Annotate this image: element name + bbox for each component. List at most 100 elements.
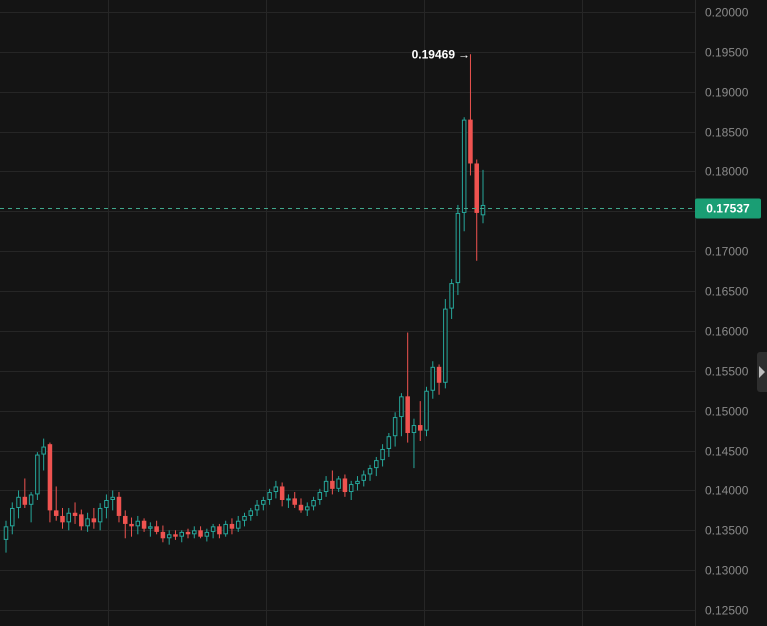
- current-price-label: 0.17537: [706, 202, 750, 216]
- candle: [355, 476, 360, 491]
- candle: [286, 494, 291, 508]
- candle-body-up: [449, 283, 454, 309]
- candle: [336, 476, 341, 493]
- candle: [254, 500, 260, 516]
- candle: [229, 518, 235, 535]
- candle-body-up: [443, 308, 448, 383]
- candle: [110, 490, 115, 511]
- y-tick-label: 0.20000: [705, 6, 749, 20]
- candle: [248, 507, 254, 521]
- candle: [292, 492, 297, 508]
- y-tick-label: 0.13000: [705, 564, 749, 578]
- candle-body-up: [273, 486, 279, 493]
- candle: [173, 530, 178, 540]
- candle-body-up: [480, 204, 486, 216]
- candle: [192, 526, 197, 539]
- candle-body-up: [355, 480, 360, 485]
- candle: [474, 159, 479, 261]
- y-tick-label: 0.14500: [705, 445, 749, 459]
- y-tick-label: 0.16500: [705, 285, 749, 299]
- candle: [204, 528, 210, 542]
- peak-annotation: 0.19469 →: [412, 47, 470, 61]
- candle-body-down: [53, 510, 59, 516]
- price-scale-expand-handle[interactable]: [757, 352, 767, 392]
- candle-body-up: [148, 526, 153, 529]
- candle-body-up: [10, 507, 15, 527]
- candle-body-up: [336, 478, 341, 489]
- candle-body-up: [179, 531, 184, 537]
- candle-body-down: [405, 396, 410, 434]
- candle-body-up: [374, 460, 379, 469]
- candle-body-down: [474, 163, 479, 213]
- candle-body-up: [305, 506, 310, 511]
- candle-body-up: [41, 446, 46, 455]
- candle-body-down: [116, 496, 122, 516]
- candle-body-up: [248, 510, 254, 516]
- candle-body-up: [66, 512, 72, 523]
- y-tick-label: 0.19500: [705, 46, 749, 60]
- candle-body-up: [399, 396, 404, 418]
- candle-body-down: [79, 514, 84, 527]
- candle-body-down: [47, 444, 53, 511]
- candle: [154, 520, 159, 535]
- candle: [261, 496, 266, 511]
- candle-body-up: [110, 496, 115, 501]
- candle: [380, 444, 385, 467]
- y-tick-label: 0.16000: [705, 325, 749, 339]
- candle-body-down: [129, 523, 134, 527]
- candle-body-down: [22, 496, 28, 505]
- candle-body-up: [267, 492, 272, 501]
- candle: [305, 502, 310, 516]
- candle: [267, 488, 272, 505]
- candle-body-up: [348, 484, 354, 493]
- candle: [91, 507, 97, 529]
- candle-body-down: [185, 531, 191, 535]
- candle: [443, 299, 448, 389]
- candle-body-up: [367, 468, 373, 475]
- candle: [3, 520, 9, 553]
- candle-body-up: [104, 500, 109, 508]
- candle-body-down: [417, 425, 423, 431]
- candle-body-up: [192, 530, 197, 535]
- candle-body-down: [342, 478, 348, 493]
- candle: [417, 401, 423, 441]
- y-tick-label: 0.18500: [705, 126, 749, 140]
- candle: [430, 361, 436, 399]
- candle: [60, 507, 65, 529]
- candle-body-up: [323, 480, 329, 493]
- candle-body-up: [28, 494, 34, 505]
- candle: [160, 525, 166, 543]
- candle: [66, 507, 72, 531]
- candle-body-down: [154, 526, 159, 532]
- candle: [28, 492, 34, 523]
- candle: [323, 476, 329, 497]
- y-tick-label: 0.17000: [705, 245, 749, 259]
- candle: [85, 512, 90, 532]
- candle: [72, 502, 78, 524]
- candle: [97, 503, 103, 531]
- candle-body-up: [461, 119, 467, 213]
- candle: [35, 452, 40, 501]
- candle: [185, 528, 191, 539]
- candle: [374, 456, 379, 477]
- candle: [461, 117, 467, 232]
- candle: [311, 496, 316, 511]
- candle-body-up: [424, 390, 429, 431]
- candle-body-up: [223, 523, 228, 535]
- candle: [273, 480, 279, 499]
- candle: [348, 480, 354, 501]
- candle-body-up: [411, 425, 417, 434]
- current-price-tag-background: [695, 198, 761, 219]
- candle-body-down: [217, 526, 222, 535]
- y-tick-label: 0.14000: [705, 484, 749, 498]
- candle-body-up: [392, 417, 398, 437]
- candle-body-up: [204, 531, 210, 537]
- candle-body-up: [16, 496, 21, 508]
- candle: [79, 509, 84, 531]
- candle: [468, 54, 473, 176]
- candle-body-down: [198, 530, 203, 537]
- candle: [361, 470, 367, 487]
- candle: [298, 498, 304, 513]
